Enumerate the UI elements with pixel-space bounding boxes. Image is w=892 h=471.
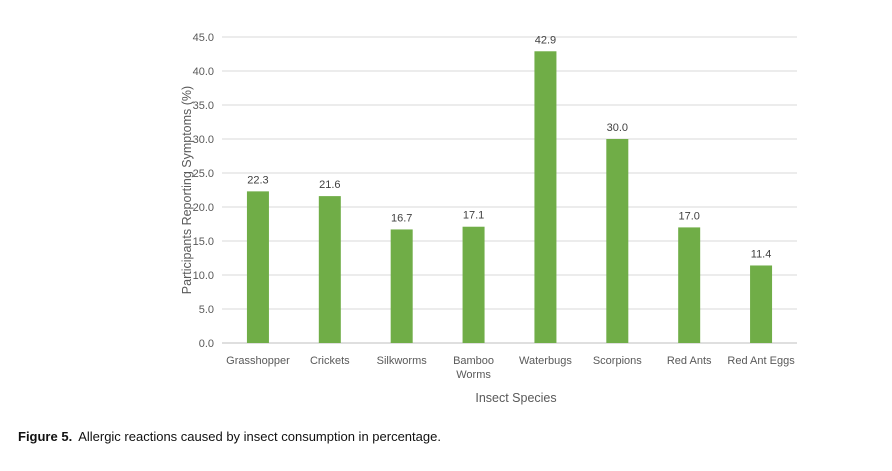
x-axis-title: Insect Species — [475, 391, 556, 405]
data-label: 17.0 — [678, 210, 699, 222]
figure-caption-text: Allergic reactions caused by insect cons… — [78, 429, 441, 444]
y-tick-label: 20.0 — [193, 202, 214, 214]
y-tick-label: 15.0 — [193, 236, 214, 248]
data-label: 21.6 — [319, 179, 340, 191]
y-tick-label: 0.0 — [199, 338, 214, 350]
data-label: 42.9 — [535, 34, 556, 46]
bar — [462, 226, 485, 343]
bar — [318, 196, 341, 343]
y-tick-label: 40.0 — [193, 66, 214, 78]
bar — [390, 229, 413, 343]
x-tick-label: Crickets — [310, 355, 350, 367]
bar — [678, 227, 701, 343]
y-tick-label: 10.0 — [193, 270, 214, 282]
x-tick-label: Red Ant Eggs — [727, 355, 795, 367]
y-tick-label: 5.0 — [199, 304, 214, 316]
x-tick-label: Waterbugs — [519, 355, 572, 367]
y-tick-label: 30.0 — [193, 134, 214, 146]
bar — [750, 265, 773, 343]
data-label: 11.4 — [751, 248, 772, 260]
bar — [606, 139, 629, 343]
figure-label: Figure 5. — [18, 429, 73, 444]
y-tick-label: 35.0 — [193, 100, 214, 112]
x-tick-label: Red Ants — [667, 355, 712, 367]
bar — [534, 51, 557, 343]
bar — [246, 191, 269, 343]
data-label: 17.1 — [463, 210, 484, 222]
y-axis-title: Participants Reporting Symptoms (%) — [180, 86, 194, 294]
y-tick-label: 25.0 — [193, 168, 214, 180]
figure-caption: Figure 5. Allergic reactions caused by in… — [18, 429, 441, 444]
data-label: 22.3 — [247, 174, 268, 186]
y-tick-label: 45.0 — [193, 32, 214, 44]
x-tick-label: Scorpions — [593, 355, 642, 367]
x-tick-label: Silkworms — [377, 355, 428, 367]
data-label: 30.0 — [607, 122, 628, 134]
x-tick-label: Grasshopper — [226, 355, 290, 367]
data-label: 16.7 — [391, 212, 412, 224]
x-tick-label: Bamboo Worms — [453, 355, 494, 381]
